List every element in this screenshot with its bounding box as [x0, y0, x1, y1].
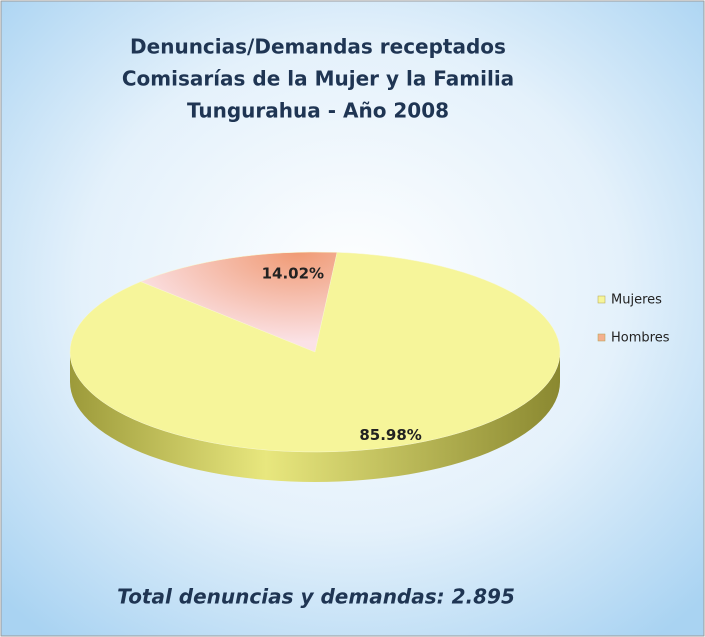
data-label: 14.02% [262, 264, 324, 282]
data-label: 85.98% [359, 426, 421, 444]
annotation: Total denuncias y demandas: 2.895 [117, 585, 515, 609]
legend-label: Mujeres [611, 293, 662, 308]
chart-title: Denuncias/Demandas receptados [130, 35, 506, 59]
pie-slice [140, 251, 338, 353]
chart-title: Tungurahua - Año 2008 [187, 99, 449, 123]
legend-label: Hombres [611, 331, 670, 346]
chart-title: Comisarías de la Mujer y la Familia [122, 67, 514, 91]
legend-swatch [597, 295, 606, 304]
legend-swatch [597, 333, 606, 342]
pie-side [70, 352, 560, 482]
